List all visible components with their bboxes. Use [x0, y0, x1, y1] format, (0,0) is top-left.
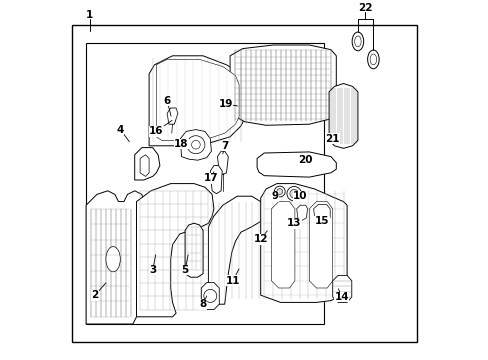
Polygon shape	[201, 283, 219, 310]
Polygon shape	[185, 223, 203, 277]
Text: 21: 21	[325, 134, 339, 144]
Text: 2: 2	[91, 290, 99, 300]
Polygon shape	[332, 275, 351, 302]
Polygon shape	[134, 148, 160, 180]
Text: 10: 10	[292, 191, 307, 201]
Text: 20: 20	[297, 155, 312, 165]
Text: 16: 16	[149, 126, 163, 136]
Circle shape	[186, 136, 204, 154]
Text: 6: 6	[163, 96, 170, 106]
Bar	[72, 25, 416, 342]
Ellipse shape	[351, 32, 363, 51]
Polygon shape	[257, 152, 336, 177]
Polygon shape	[313, 204, 329, 221]
Polygon shape	[86, 191, 151, 324]
Text: 11: 11	[225, 276, 240, 286]
Ellipse shape	[367, 50, 378, 69]
Circle shape	[286, 186, 301, 201]
Text: 12: 12	[253, 234, 267, 244]
Ellipse shape	[369, 54, 376, 65]
Polygon shape	[86, 43, 323, 324]
Polygon shape	[180, 130, 211, 160]
Text: 5: 5	[181, 265, 188, 275]
Text: 15: 15	[314, 216, 328, 226]
Text: 3: 3	[149, 265, 156, 275]
Polygon shape	[230, 45, 336, 125]
Polygon shape	[260, 184, 346, 302]
Text: 13: 13	[286, 218, 301, 228]
Circle shape	[203, 289, 216, 302]
Ellipse shape	[106, 247, 120, 272]
Polygon shape	[208, 196, 264, 304]
Polygon shape	[167, 108, 178, 124]
Polygon shape	[271, 202, 294, 288]
Text: 18: 18	[174, 139, 188, 149]
Text: 14: 14	[334, 292, 348, 302]
Text: 7: 7	[221, 141, 228, 151]
Text: 1: 1	[86, 10, 93, 20]
Circle shape	[274, 186, 285, 197]
Text: 19: 19	[218, 99, 232, 109]
Text: 9: 9	[271, 191, 278, 201]
Circle shape	[276, 189, 282, 194]
Polygon shape	[309, 202, 332, 288]
Polygon shape	[136, 184, 213, 317]
Circle shape	[191, 140, 200, 149]
Ellipse shape	[354, 36, 361, 47]
Polygon shape	[156, 59, 239, 140]
Polygon shape	[210, 166, 222, 194]
Text: 8: 8	[199, 299, 206, 309]
Polygon shape	[296, 205, 307, 220]
Text: 22: 22	[358, 3, 372, 13]
Polygon shape	[149, 56, 244, 146]
Text: 4: 4	[116, 125, 124, 135]
Polygon shape	[217, 151, 228, 175]
Circle shape	[289, 189, 298, 198]
Text: 17: 17	[203, 173, 218, 183]
Polygon shape	[328, 84, 357, 148]
Polygon shape	[140, 155, 149, 176]
